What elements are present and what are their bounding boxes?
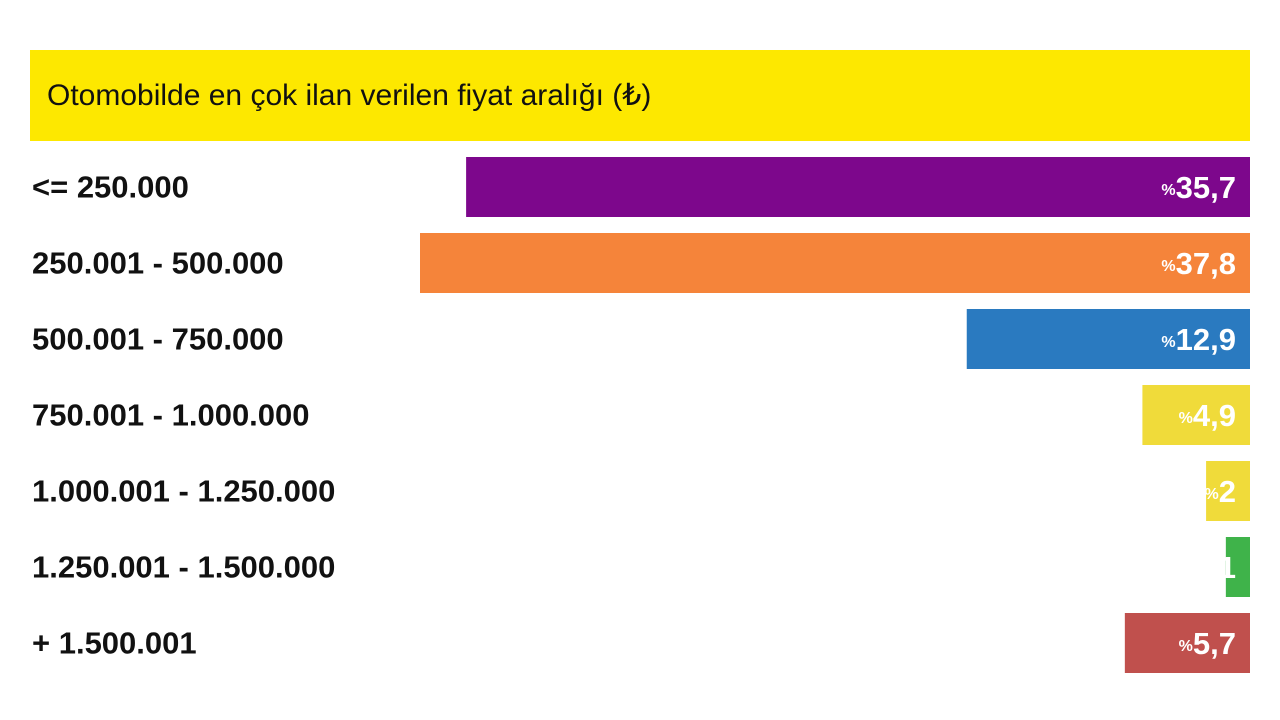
bar (466, 157, 1251, 217)
bar (1206, 461, 1250, 521)
data-label-value: 2 (1219, 474, 1236, 509)
data-label: %1,1 (1179, 550, 1236, 585)
data-label: %2 (1205, 474, 1236, 509)
bar (966, 309, 1250, 369)
data-label-value: 4,9 (1193, 398, 1236, 433)
category-label: 500.001 - 750.000 (32, 322, 284, 357)
data-label: %5,7 (1179, 626, 1236, 661)
data-label-value: 35,7 (1176, 170, 1236, 205)
data-label-prefix: % (1179, 562, 1193, 579)
category-label: 750.001 - 1.000.000 (32, 398, 310, 433)
data-label-value: 12,9 (1176, 322, 1236, 357)
data-label: %12,9 (1161, 322, 1236, 357)
chart-title: Otomobilde en çok ilan verilen fiyat ara… (47, 79, 652, 112)
data-label: %35,7 (1161, 170, 1236, 205)
chart-title-banner: Otomobilde en çok ilan verilen fiyat ara… (30, 50, 1250, 141)
data-label-prefix: % (1179, 410, 1193, 427)
data-label-value: 37,8 (1176, 246, 1236, 281)
bar (420, 233, 1250, 293)
category-label: 1.250.001 - 1.500.000 (32, 550, 335, 585)
data-label-prefix: % (1161, 258, 1175, 275)
bar (1124, 613, 1250, 673)
bar (1225, 537, 1250, 597)
data-label-prefix: % (1161, 182, 1175, 199)
category-label: 1.000.001 - 1.250.000 (32, 474, 335, 509)
data-label-prefix: % (1205, 486, 1219, 503)
category-label: 250.001 - 500.000 (32, 246, 284, 281)
data-label-value: 1,1 (1193, 550, 1236, 585)
data-label-prefix: % (1179, 638, 1193, 655)
data-label: %37,8 (1161, 246, 1236, 281)
category-label: + 1.500.001 (32, 626, 197, 661)
data-label-value: 5,7 (1193, 626, 1236, 661)
data-label: %4,9 (1179, 398, 1236, 433)
bar (1142, 385, 1250, 445)
data-label-prefix: % (1161, 334, 1175, 351)
category-label: <= 250.000 (32, 170, 189, 205)
